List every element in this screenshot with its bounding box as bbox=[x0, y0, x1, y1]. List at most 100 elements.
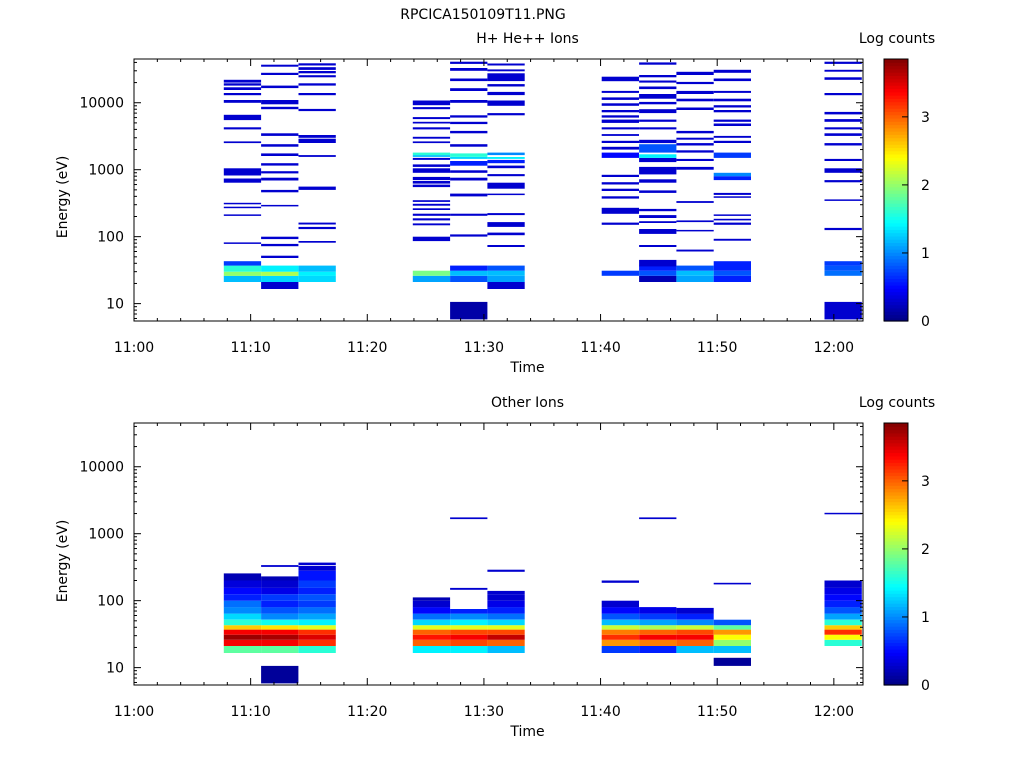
colorbar-swatch bbox=[884, 183, 908, 188]
heatmap-cell bbox=[676, 150, 714, 153]
heatmap-cell bbox=[412, 646, 451, 653]
heatmap-cell bbox=[412, 157, 451, 160]
y-tick-label: 1000 bbox=[88, 527, 124, 543]
heatmap-cell bbox=[298, 93, 336, 96]
heatmap-cell bbox=[487, 270, 525, 276]
heatmap-cell bbox=[487, 619, 525, 626]
heatmap-cell bbox=[450, 517, 488, 520]
colorbar-swatch bbox=[884, 307, 908, 312]
heatmap-cell bbox=[261, 265, 299, 272]
heatmap-cell bbox=[601, 174, 639, 177]
heatmap-cell bbox=[298, 186, 336, 190]
heatmap-cell bbox=[824, 625, 862, 630]
x-tick-label: 11:50 bbox=[697, 340, 737, 356]
heatmap-cell bbox=[261, 64, 299, 67]
heatmap-cell bbox=[261, 271, 299, 276]
heatmap-cell bbox=[639, 607, 677, 614]
x-tick-label: 11:40 bbox=[580, 340, 620, 356]
heatmap-cell bbox=[676, 634, 714, 640]
heatmap-cell bbox=[676, 143, 714, 146]
x-tick-label: 11:50 bbox=[697, 704, 737, 720]
heatmap-cell bbox=[412, 218, 451, 221]
heatmap-cell bbox=[487, 590, 525, 595]
colorbar-swatch bbox=[884, 262, 908, 266]
colorbar-swatch bbox=[884, 317, 908, 322]
colorbar-swatch bbox=[884, 468, 908, 473]
colorbar-swatch bbox=[884, 117, 908, 122]
heatmap-cell bbox=[412, 136, 451, 139]
colorbar-swatch bbox=[884, 432, 908, 437]
colorbar-swatch bbox=[884, 284, 908, 289]
heatmap-cell bbox=[601, 196, 639, 199]
heatmap-cell bbox=[298, 275, 336, 282]
heatmap-cell bbox=[261, 153, 299, 156]
heatmap-cell bbox=[223, 261, 262, 266]
heatmap-cell bbox=[713, 222, 751, 225]
heatmap-cell bbox=[713, 270, 751, 276]
heatmap-cell bbox=[639, 80, 677, 83]
y-tick-label: 1000 bbox=[88, 163, 124, 179]
colorbar-swatch bbox=[884, 65, 908, 70]
colorbar-swatch bbox=[884, 95, 908, 99]
colorbar-swatch bbox=[884, 176, 908, 181]
heatmap-cell bbox=[824, 270, 862, 276]
heatmap-cell bbox=[261, 236, 299, 240]
colorbar-swatch bbox=[884, 144, 908, 149]
heatmap-cell bbox=[298, 580, 336, 588]
heatmap-cell bbox=[412, 223, 451, 226]
heatmap-cell bbox=[824, 580, 862, 588]
heatmap-cell bbox=[412, 176, 451, 180]
heatmap-cell bbox=[676, 619, 714, 626]
colorbar: 0 1 2 3 Log counts bbox=[859, 31, 935, 330]
heatmap-cell bbox=[412, 100, 451, 106]
colorbar-swatch bbox=[884, 537, 908, 542]
heatmap-cell bbox=[639, 229, 677, 234]
colorbar-swatch bbox=[884, 193, 908, 198]
colorbar-swatch bbox=[884, 472, 908, 477]
heatmap-cell bbox=[639, 109, 677, 114]
colorbar-swatch bbox=[884, 436, 908, 440]
heatmap-cell bbox=[223, 613, 262, 620]
heatmap-cell bbox=[713, 196, 751, 198]
colorbar-swatch bbox=[884, 462, 908, 467]
heatmap-cell bbox=[487, 275, 525, 282]
heatmap-cell bbox=[298, 587, 336, 595]
heatmap-cell bbox=[261, 594, 299, 601]
heatmap-cell bbox=[676, 166, 714, 170]
heatmap-cell bbox=[487, 245, 525, 247]
heatmap-cell bbox=[713, 582, 751, 585]
heatmap-cell bbox=[450, 275, 488, 282]
heatmap-cell bbox=[676, 249, 714, 252]
heatmap-cell bbox=[824, 180, 862, 183]
heatmap-cell bbox=[601, 619, 639, 626]
heatmap-cell bbox=[412, 613, 451, 620]
heatmap-cell bbox=[601, 134, 639, 136]
heatmap-cell bbox=[412, 141, 451, 144]
heatmap-cell bbox=[261, 587, 299, 595]
figure-title: RPCICA150109T11.PNG bbox=[400, 7, 565, 23]
colorbar-swatch bbox=[884, 635, 908, 640]
y-axis-label: Energy (eV) bbox=[55, 156, 71, 239]
heatmap-cell bbox=[261, 639, 299, 646]
colorbar-swatch bbox=[884, 580, 908, 585]
heatmap-cell bbox=[298, 265, 336, 272]
heatmap-cell bbox=[824, 111, 862, 115]
heatmap-cell bbox=[676, 130, 714, 134]
heatmap-cell bbox=[450, 265, 488, 271]
heatmap-cell bbox=[639, 166, 677, 175]
heatmap-cell bbox=[713, 176, 751, 181]
heatmap-cell bbox=[450, 619, 488, 626]
colorbar-frame bbox=[883, 422, 909, 686]
heatmap-cell bbox=[261, 189, 299, 193]
heatmap-cell bbox=[487, 646, 525, 653]
colorbar-swatch bbox=[884, 294, 908, 299]
heatmap-cell bbox=[601, 634, 639, 640]
colorbar-swatch bbox=[884, 517, 908, 522]
colorbar-swatch bbox=[884, 85, 908, 90]
y-tick-label: 10 bbox=[106, 297, 124, 313]
colorbar-swatch bbox=[884, 150, 908, 155]
colorbar-swatch bbox=[884, 265, 908, 270]
heatmap-cell bbox=[639, 517, 677, 520]
heatmap-cell bbox=[824, 133, 862, 136]
heatmap-cell bbox=[412, 208, 451, 210]
